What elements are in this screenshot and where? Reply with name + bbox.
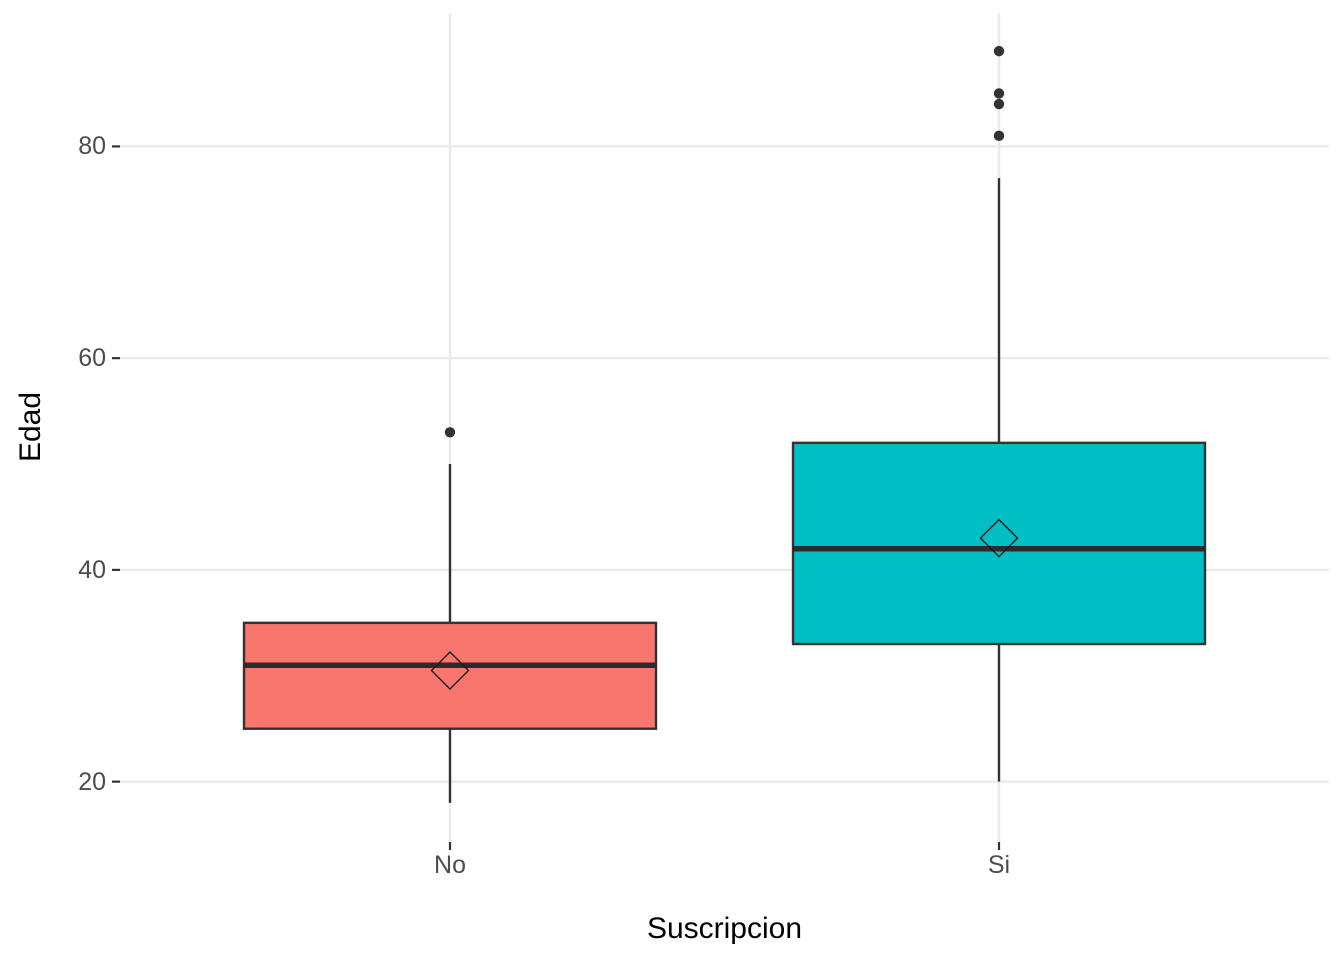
y-tick-label: 60 [78, 344, 106, 373]
y-tick-label: 80 [78, 132, 106, 161]
y-tick-label: 40 [78, 555, 106, 584]
outlier-point-si [993, 98, 1005, 110]
outlier-point-si [993, 88, 1005, 99]
x-tick-label: Si [987, 851, 1011, 879]
outlier-point-si [993, 130, 1005, 142]
y-axis-title: Edad [14, 391, 47, 463]
x-tick-label: No [434, 851, 466, 879]
box-si [791, 441, 1207, 646]
mean-diamond-no [430, 650, 470, 690]
box-no [242, 621, 658, 730]
outlier-point-si [993, 45, 1005, 57]
outlier-point-no [444, 427, 456, 438]
y-tick-label: 20 [78, 767, 106, 796]
mean-diamond-si [979, 518, 1019, 558]
x-axis-title: Suscripcion [646, 912, 803, 945]
